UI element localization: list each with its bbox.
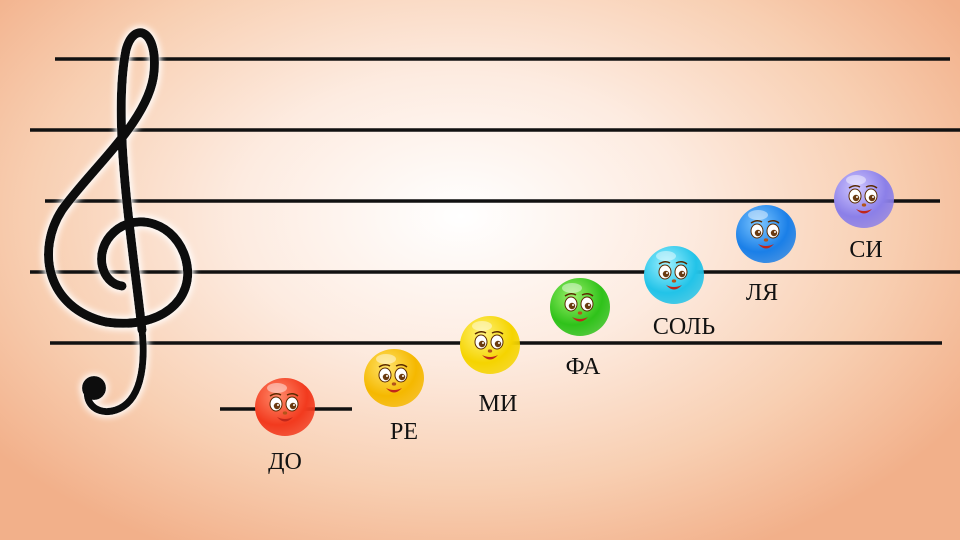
note-6: [734, 201, 798, 265]
note-label-7: СИ: [849, 237, 883, 263]
note-label-5: СОЛЬ: [652, 314, 716, 340]
note-label-1: ДО: [268, 449, 302, 475]
smiley-note-icon: [460, 316, 520, 374]
note-label-4: ФА: [565, 354, 601, 380]
note-label-6: ЛЯ: [745, 280, 779, 306]
note-5: [642, 242, 706, 306]
note-4: [548, 274, 612, 338]
note-2: [362, 345, 426, 409]
note-7: [832, 166, 896, 230]
treble-clef-icon: [44, 28, 193, 415]
note-label-2: РЕ: [389, 419, 419, 445]
note-label-3: МИ: [478, 391, 518, 417]
smiley-note-icon: [834, 170, 894, 228]
note-1: [253, 374, 317, 438]
smiley-note-icon: [644, 246, 704, 304]
smiley-note-icon: [736, 205, 796, 263]
smiley-note-icon: [364, 349, 424, 407]
note-3: [458, 312, 522, 376]
smiley-note-icon: [255, 378, 315, 436]
smiley-note-icon: [550, 278, 610, 336]
